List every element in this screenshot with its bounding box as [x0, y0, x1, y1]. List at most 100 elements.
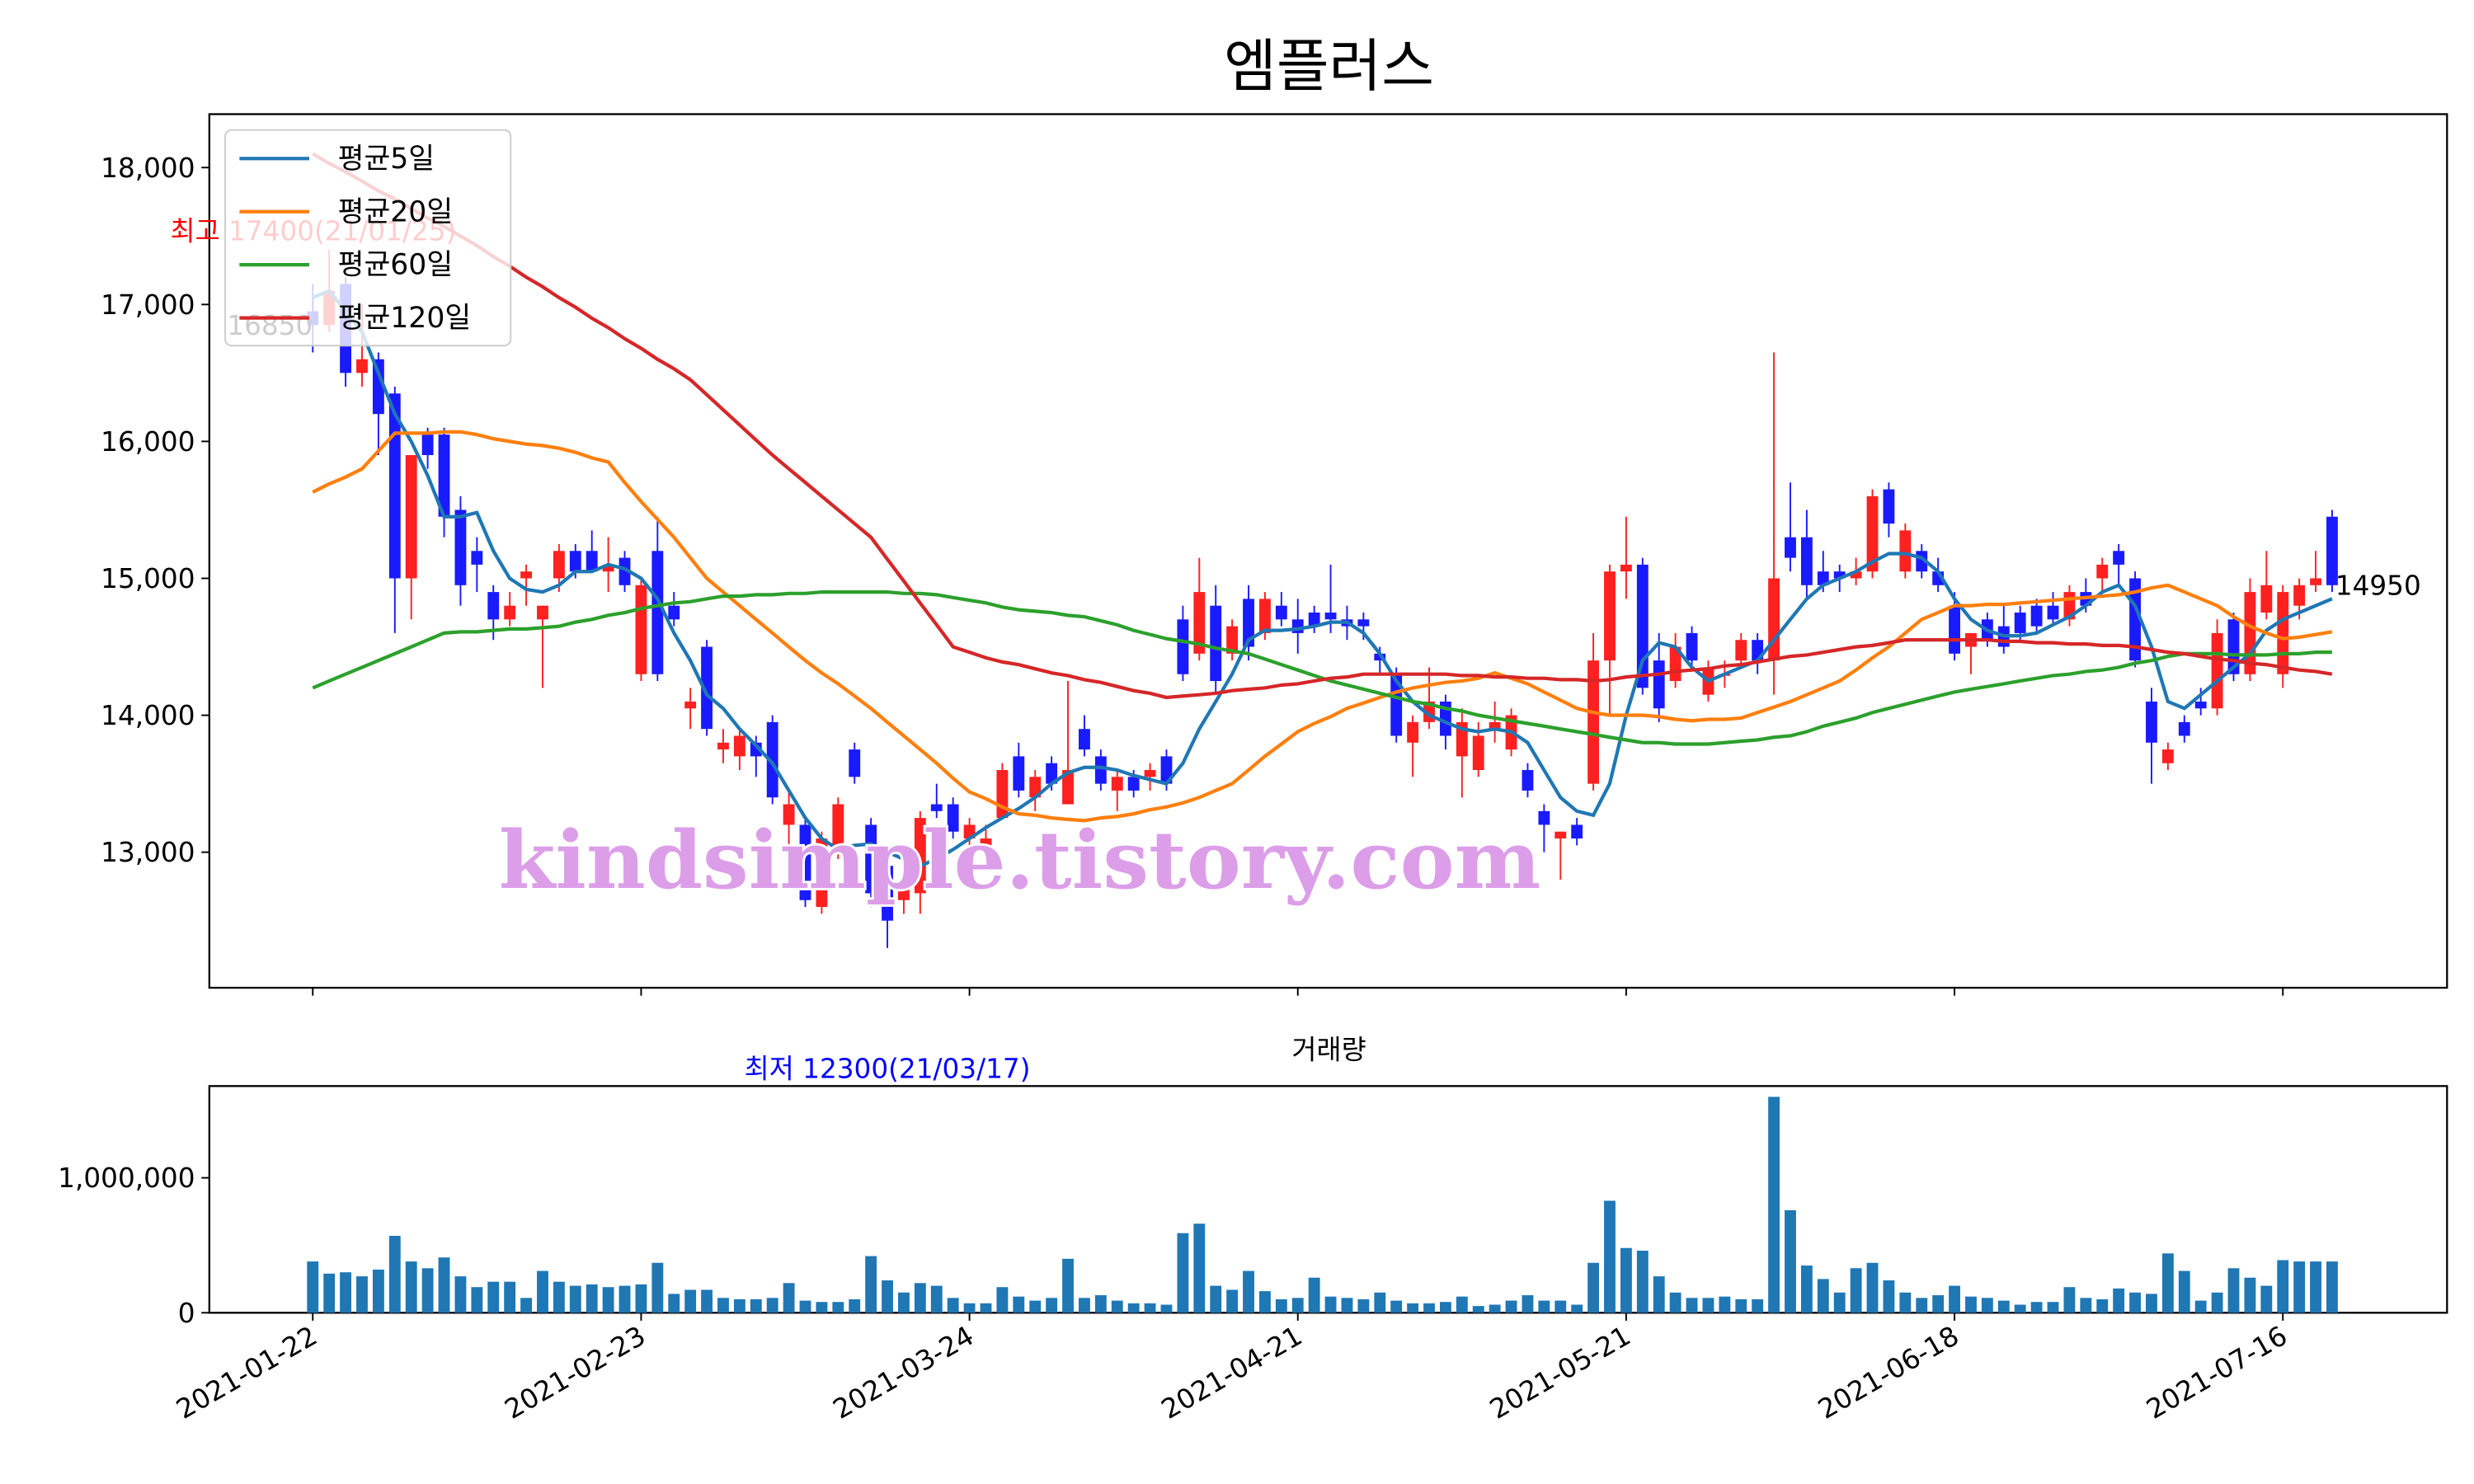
y-tick-label: 17,000 — [101, 289, 195, 321]
volume-bar — [816, 1302, 828, 1313]
candle-body — [1193, 592, 1206, 654]
y-tick-label: 13,000 — [101, 837, 195, 868]
volume-bar — [2211, 1292, 2223, 1313]
volume-bar — [2129, 1292, 2141, 1313]
volume-bar — [1144, 1303, 1156, 1313]
volume-bar — [1423, 1303, 1435, 1313]
volume-bar — [1275, 1298, 1287, 1313]
volume-bar — [618, 1285, 631, 1313]
candle-body — [2293, 585, 2306, 606]
candle-body — [487, 592, 500, 620]
volume-bar — [980, 1303, 992, 1313]
candle-body — [1735, 640, 1747, 661]
volume-bar — [2080, 1298, 2092, 1313]
volume-bar — [307, 1261, 319, 1313]
candle-body — [1243, 599, 1254, 647]
volume-bar — [914, 1283, 926, 1313]
volume-bar — [1965, 1296, 1977, 1313]
volume-bar — [832, 1302, 844, 1313]
candle-body — [1833, 571, 1846, 579]
volume-bar — [1932, 1295, 1945, 1313]
candle-body — [2277, 592, 2289, 674]
candle-body — [930, 804, 943, 811]
volume-bar — [372, 1269, 384, 1313]
volume-bar — [1505, 1300, 1517, 1313]
volume-bar — [586, 1284, 598, 1313]
volume-bar — [1785, 1209, 1796, 1313]
volume-bar — [1850, 1268, 1862, 1313]
volume-bar — [1324, 1296, 1337, 1313]
volume-bar — [1029, 1300, 1042, 1313]
volume-bar — [1062, 1258, 1074, 1313]
candle-body — [1883, 489, 1895, 524]
candle-body — [1177, 619, 1189, 674]
moving-average-line — [312, 430, 2333, 823]
volume-bar — [1046, 1298, 1058, 1313]
volume-bar — [2096, 1298, 2109, 1313]
candle-body — [1653, 660, 1665, 709]
volume-bar — [1702, 1298, 1714, 1313]
volume-bar — [635, 1284, 647, 1313]
candle-body — [1062, 770, 1074, 805]
volume-bar — [2014, 1304, 2026, 1313]
candle-body — [865, 824, 877, 894]
volume-bar — [1653, 1276, 1665, 1313]
volume-bar — [421, 1268, 434, 1313]
candle-body — [766, 721, 778, 798]
candle-body — [2113, 551, 2125, 565]
candle-body — [1144, 770, 1156, 777]
volume-bar — [651, 1262, 664, 1313]
y-tick-label: 1,000,000 — [58, 1162, 195, 1194]
volume-bar — [2194, 1300, 2207, 1313]
candle-body — [701, 646, 713, 730]
volume-bar — [1752, 1298, 1764, 1313]
volume-bar — [553, 1281, 565, 1313]
volume-bar — [2326, 1261, 2338, 1313]
y-tick-label: 16,000 — [101, 426, 195, 458]
candle-body — [504, 605, 516, 620]
volume-bar — [1127, 1303, 1140, 1313]
candle-body — [733, 735, 745, 757]
candle-body — [1407, 721, 1419, 743]
volume-bar — [947, 1298, 959, 1313]
volume-bar — [717, 1298, 729, 1313]
volume-bar — [865, 1256, 877, 1313]
volume-bar — [1883, 1280, 1895, 1313]
candle-body — [898, 886, 910, 900]
candle-body — [2161, 749, 2174, 763]
candle-body — [1538, 810, 1550, 825]
volume-bar — [1456, 1296, 1468, 1313]
candle-body — [569, 551, 581, 572]
candle-body — [1324, 613, 1337, 620]
candle-body — [471, 551, 483, 565]
candle-body — [388, 393, 401, 579]
volume-bar — [2244, 1277, 2256, 1313]
volume-bar — [783, 1283, 795, 1313]
volume-bar — [963, 1303, 976, 1313]
volume-bar — [1587, 1262, 1600, 1313]
volume-bar — [2047, 1302, 2059, 1313]
candle-body — [1866, 495, 1879, 572]
candle-body — [2310, 578, 2321, 585]
candle-body — [2129, 578, 2141, 661]
candle-body — [1949, 605, 1960, 654]
volume-bar — [1949, 1285, 1960, 1313]
candle-body — [1554, 831, 1567, 839]
candle-body — [2178, 721, 2190, 736]
candle-body — [1800, 537, 1813, 585]
volume-bar — [1719, 1296, 1731, 1313]
volume-bar — [766, 1298, 778, 1313]
volume-bar — [438, 1257, 450, 1313]
candle-body — [1899, 530, 1912, 572]
candle-body — [1226, 626, 1239, 654]
candle-body — [1111, 777, 1123, 791]
candle-body — [980, 838, 992, 846]
volume-bar — [1374, 1292, 1386, 1313]
y-tick-label: 18,000 — [101, 153, 195, 184]
volume-bar — [454, 1276, 467, 1313]
candle-body — [1686, 632, 1698, 661]
volume-bar — [1210, 1285, 1222, 1313]
candle-body — [1275, 605, 1287, 620]
candle-body — [2211, 632, 2223, 709]
